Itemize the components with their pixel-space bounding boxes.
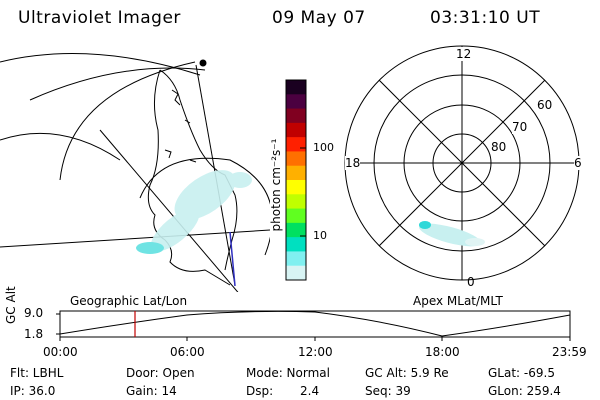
map-grid-arc	[0, 53, 201, 76]
colorbar-segment	[286, 194, 306, 210]
colorbar-unit-label: photon cm⁻²s⁻¹	[269, 138, 283, 232]
map-grid-line	[0, 229, 270, 248]
mlt-label-6: 6	[574, 156, 582, 170]
colorbar-segment	[286, 80, 306, 95]
map-grid-arc	[59, 61, 196, 181]
map-pole-marker	[199, 59, 207, 67]
colorbar-segment	[286, 208, 306, 224]
colorbar-segment	[286, 165, 306, 181]
colorbar	[286, 80, 306, 281]
aurora-polar	[419, 221, 485, 247]
colorbar-segment	[286, 122, 306, 138]
timeline-time-3: 18:00	[425, 345, 460, 359]
app-title: Ultraviolet Imager	[18, 8, 181, 28]
status-glon: GLon: 259.4	[488, 384, 561, 398]
mlt-label-0: 0	[467, 275, 475, 289]
polar-diag	[378, 79, 546, 247]
time-label: 03:31:10 UT	[430, 8, 541, 28]
timeline-frame	[59, 310, 571, 338]
colorbar-tick-10: 10	[313, 229, 327, 242]
colorbar-segment	[286, 137, 306, 152]
status-ip: IP: 36.0	[10, 384, 56, 398]
status-seq: Seq: 39	[365, 384, 411, 398]
aurora-map	[136, 170, 252, 254]
apex-panel-label: Apex MLat/MLT	[413, 294, 503, 308]
geographic-map	[0, 53, 270, 292]
timeline-time-2: 12:00	[298, 345, 333, 359]
colorbar-segment	[286, 265, 306, 281]
mlt-label-18: 18	[345, 156, 361, 170]
timeline-ticks	[56, 313, 571, 341]
status-dsp-value: 2.4	[300, 384, 320, 398]
map-grid-arc	[0, 132, 121, 161]
colorbar-segment	[286, 94, 306, 110]
mlat-label-60: 60	[537, 98, 553, 112]
status-filter: Flt: LBHL	[10, 366, 64, 380]
timeline-time-1: 06:00	[170, 345, 205, 359]
status-gain: Gain: 14	[126, 384, 177, 398]
colorbar-segment	[286, 180, 306, 195]
colorbar-segment	[286, 237, 306, 252]
colorbar-segment	[286, 251, 306, 267]
coastline-detail	[164, 89, 197, 163]
timeline-time-0: 00:00	[43, 345, 78, 359]
map-grid-arc	[29, 67, 206, 101]
status-door: Door: Open	[126, 366, 195, 380]
satellite-track	[229, 231, 236, 287]
status-gc-alt: GC Alt: 5.9 Re	[365, 366, 449, 380]
colorbar-segment	[286, 151, 306, 167]
timeline-ylabel: GC Alt	[4, 286, 18, 324]
timeline-ymax: 9.0	[24, 306, 44, 320]
mlat-label-80: 80	[491, 140, 507, 154]
colorbar-tick-100: 100	[313, 141, 334, 154]
status-mode: Mode: Normal	[246, 366, 330, 380]
colorbar-frame	[285, 79, 307, 281]
status-glat: GLat: -69.5	[488, 366, 555, 380]
mlat-label-70: 70	[512, 120, 528, 134]
status-dsp-label: Dsp:	[246, 384, 274, 398]
map-grid-arc	[139, 157, 270, 256]
timeline-time-4: 23:59	[552, 345, 587, 359]
geographic-panel-label: Geographic Lat/Lon	[70, 294, 188, 308]
mlt-label-12: 12	[456, 47, 472, 61]
altitude-curve	[59, 310, 571, 337]
date-label: 09 May 07	[272, 8, 366, 28]
colorbar-segment	[286, 222, 306, 238]
timeline-ymin: 1.8	[24, 327, 44, 341]
colorbar-segment	[286, 108, 306, 124]
